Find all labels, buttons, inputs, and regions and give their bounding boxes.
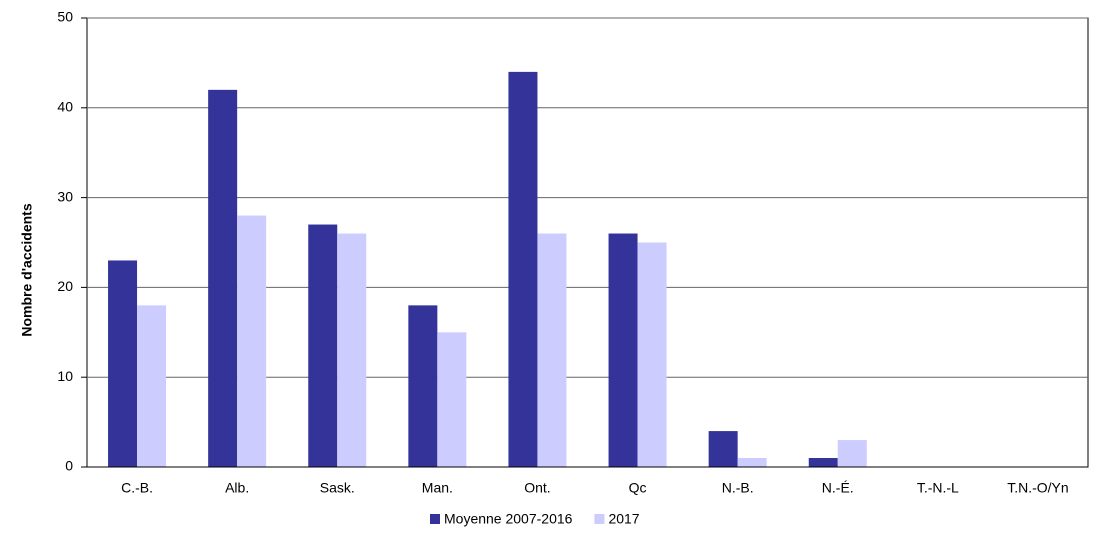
legend-swatch — [594, 514, 605, 524]
bar — [708, 431, 738, 467]
y-tick-label: 40 — [57, 99, 73, 115]
bar — [837, 440, 867, 467]
bar — [208, 89, 238, 467]
y-tick-label: 30 — [57, 188, 73, 204]
x-tick-label: Alb. — [225, 480, 249, 496]
bar — [337, 233, 367, 467]
y-tick-label: 0 — [65, 458, 73, 474]
bar — [608, 233, 638, 467]
bar — [737, 458, 767, 467]
bar — [537, 233, 567, 467]
legend-label: 2017 — [608, 511, 639, 527]
x-tick-label: Man. — [422, 480, 453, 496]
bar — [437, 332, 467, 467]
bar — [137, 305, 167, 467]
y-axis-label: Nombre d'accidents — [19, 203, 35, 336]
bar — [237, 215, 267, 467]
legend-label: Moyenne 2007-2016 — [444, 511, 573, 527]
y-tick-label: 20 — [57, 278, 73, 294]
x-tick-label: C.-B. — [121, 480, 153, 496]
y-tick-label: 50 — [57, 9, 73, 25]
bar — [637, 242, 667, 467]
bar — [308, 224, 338, 467]
legend-swatch — [430, 514, 440, 524]
x-tick-label: T.N.-O/Yn — [1007, 480, 1068, 496]
bar — [108, 260, 138, 467]
y-tick-label: 10 — [57, 368, 73, 384]
bar — [508, 71, 538, 467]
bar — [808, 458, 838, 467]
x-tick-label: Sask. — [320, 480, 355, 496]
x-tick-label: T.-N.-L — [917, 480, 959, 496]
x-tick-label: Qc — [629, 480, 647, 496]
x-tick-label: N.-B. — [722, 480, 754, 496]
x-tick-label: N.-É. — [822, 480, 854, 496]
bar — [408, 305, 438, 467]
x-tick-label: Ont. — [524, 480, 550, 496]
